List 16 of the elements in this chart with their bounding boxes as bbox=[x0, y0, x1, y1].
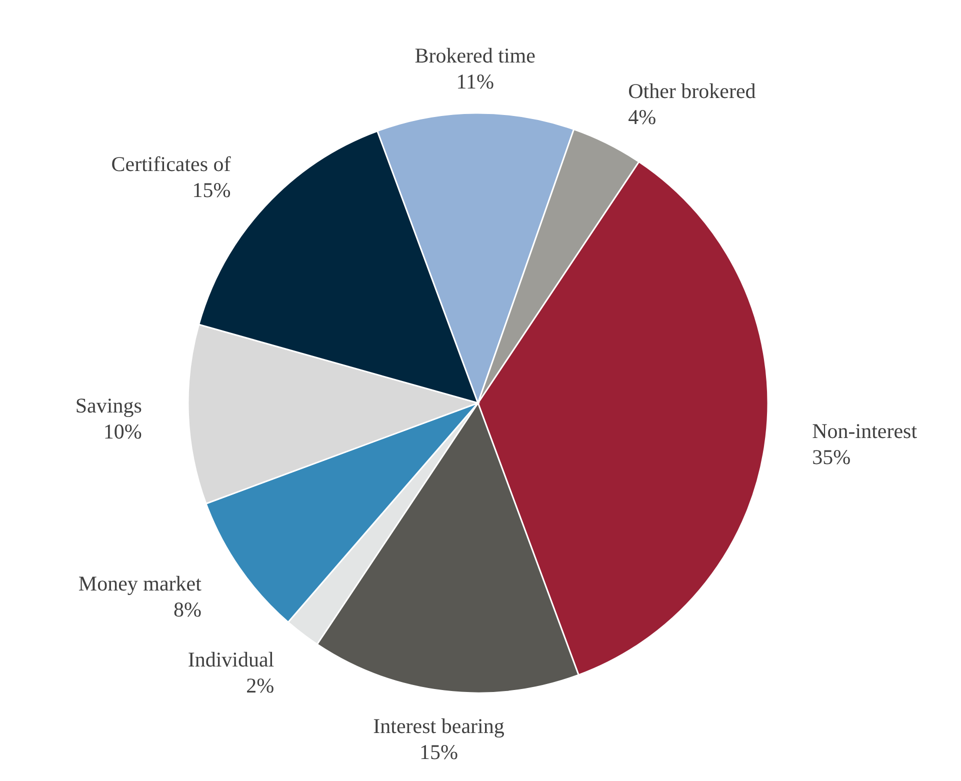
slice-label: Other brokered bbox=[628, 78, 756, 103]
data-label: 10% bbox=[103, 420, 142, 444]
slice-label: Certificates of bbox=[111, 152, 231, 176]
data-label: 15% bbox=[192, 178, 231, 202]
data-label: 15% bbox=[420, 740, 458, 764]
slice-label: Brokered time bbox=[414, 44, 536, 68]
data-label: 35% bbox=[812, 445, 851, 470]
data-label: 8% bbox=[173, 598, 202, 622]
slice-label: Non-interest bbox=[812, 419, 918, 444]
slice-label: Savings bbox=[75, 394, 142, 418]
data-label: 2% bbox=[246, 674, 274, 698]
slice-label: Interest bearing bbox=[373, 714, 505, 738]
slice-label: Money market bbox=[78, 572, 202, 596]
data-label: 4% bbox=[628, 104, 656, 129]
slice-label: Individual bbox=[188, 648, 274, 672]
data-label: 11% bbox=[456, 70, 494, 94]
